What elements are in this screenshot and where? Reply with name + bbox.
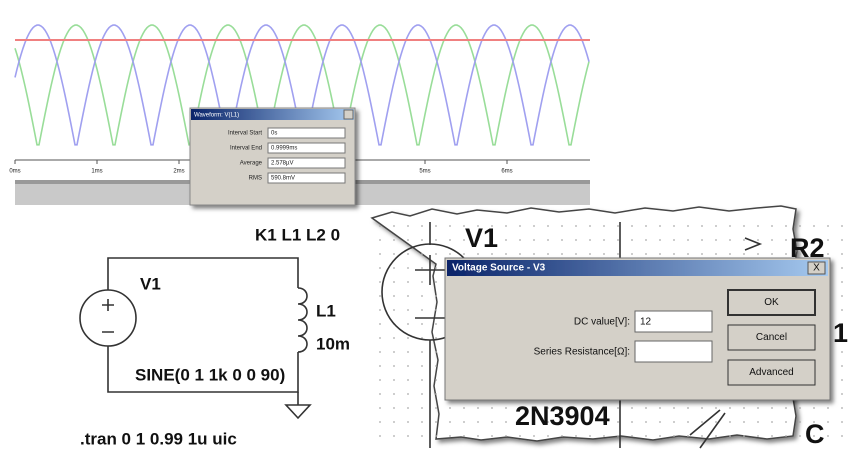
field-value: 2.578µV: [271, 161, 293, 167]
field-label: RMS: [249, 176, 262, 182]
zoom-source-label: V1: [465, 223, 498, 253]
dialog-title: Voltage Source - V3: [452, 263, 546, 274]
screenshot: 0ms1ms2ms3ms4ms5ms6ms Waveform: V(L1) In…: [0, 0, 861, 461]
transistor-label: 2N3904: [515, 401, 610, 431]
x-tick-label: 6ms: [501, 169, 512, 175]
field-value: 0.9999ms: [271, 146, 297, 152]
measure-dialog: Waveform: V(L1) Interval Start 0s Interval…: [190, 108, 355, 205]
field-label: Series Resistance[Ω]:: [534, 347, 630, 358]
directive: K1 L1 L2 0: [255, 225, 340, 244]
close-label: X: [813, 263, 820, 274]
button-label: OK: [764, 297, 779, 308]
source-label: V1: [140, 274, 161, 293]
partial-label: 1: [833, 318, 848, 348]
field-label: Interval Start: [228, 131, 262, 137]
field-label: Interval End: [230, 146, 262, 152]
field-box: [268, 128, 345, 138]
field-value: 0s: [271, 131, 277, 137]
voltage-source-dialog: Voltage Source - V3 X DC value[V]: 12 Seri…: [445, 258, 830, 400]
source-function: SINE(0 1 1k 0 0 90): [135, 365, 285, 384]
field-label: DC value[V]:: [574, 317, 630, 328]
input-box[interactable]: [635, 341, 712, 362]
x-tick-label: 0ms: [9, 169, 20, 175]
schematic: K1 L1 L2 0 V1 L1 10m SINE(0 1 1k 0 0 90)…: [80, 225, 350, 448]
inductor-label: L1: [316, 301, 336, 320]
x-tick-label: 1ms: [91, 169, 102, 175]
inductance-label: 10m: [316, 334, 350, 353]
field-label: Average: [240, 161, 263, 167]
close-button[interactable]: [344, 110, 353, 119]
button-label: Cancel: [756, 332, 787, 343]
dialog-title: Waveform: V(L1): [194, 113, 239, 119]
button-label: Advanced: [749, 367, 793, 378]
field-value: 590.8mV: [271, 176, 295, 182]
x-tick-label: 5ms: [419, 169, 430, 175]
input-value: 12: [640, 317, 652, 328]
pin-label: C: [805, 419, 825, 449]
sim-command: .tran 0 1 0.99 1u uic: [80, 429, 237, 448]
x-tick-label: 2ms: [173, 169, 184, 175]
